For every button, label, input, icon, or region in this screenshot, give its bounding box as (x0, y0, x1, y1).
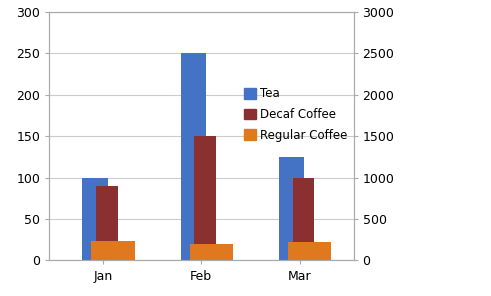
Bar (96, 186, 118, 260)
Bar (91, 241, 135, 260)
Bar (181, 53, 206, 260)
Bar (190, 244, 233, 260)
Bar (194, 136, 216, 260)
Bar (82, 178, 108, 260)
Bar (288, 242, 331, 260)
Bar (279, 157, 304, 260)
Bar (293, 178, 314, 260)
Legend: Tea, Decaf Coffee, Regular Coffee: Tea, Decaf Coffee, Regular Coffee (244, 87, 348, 142)
